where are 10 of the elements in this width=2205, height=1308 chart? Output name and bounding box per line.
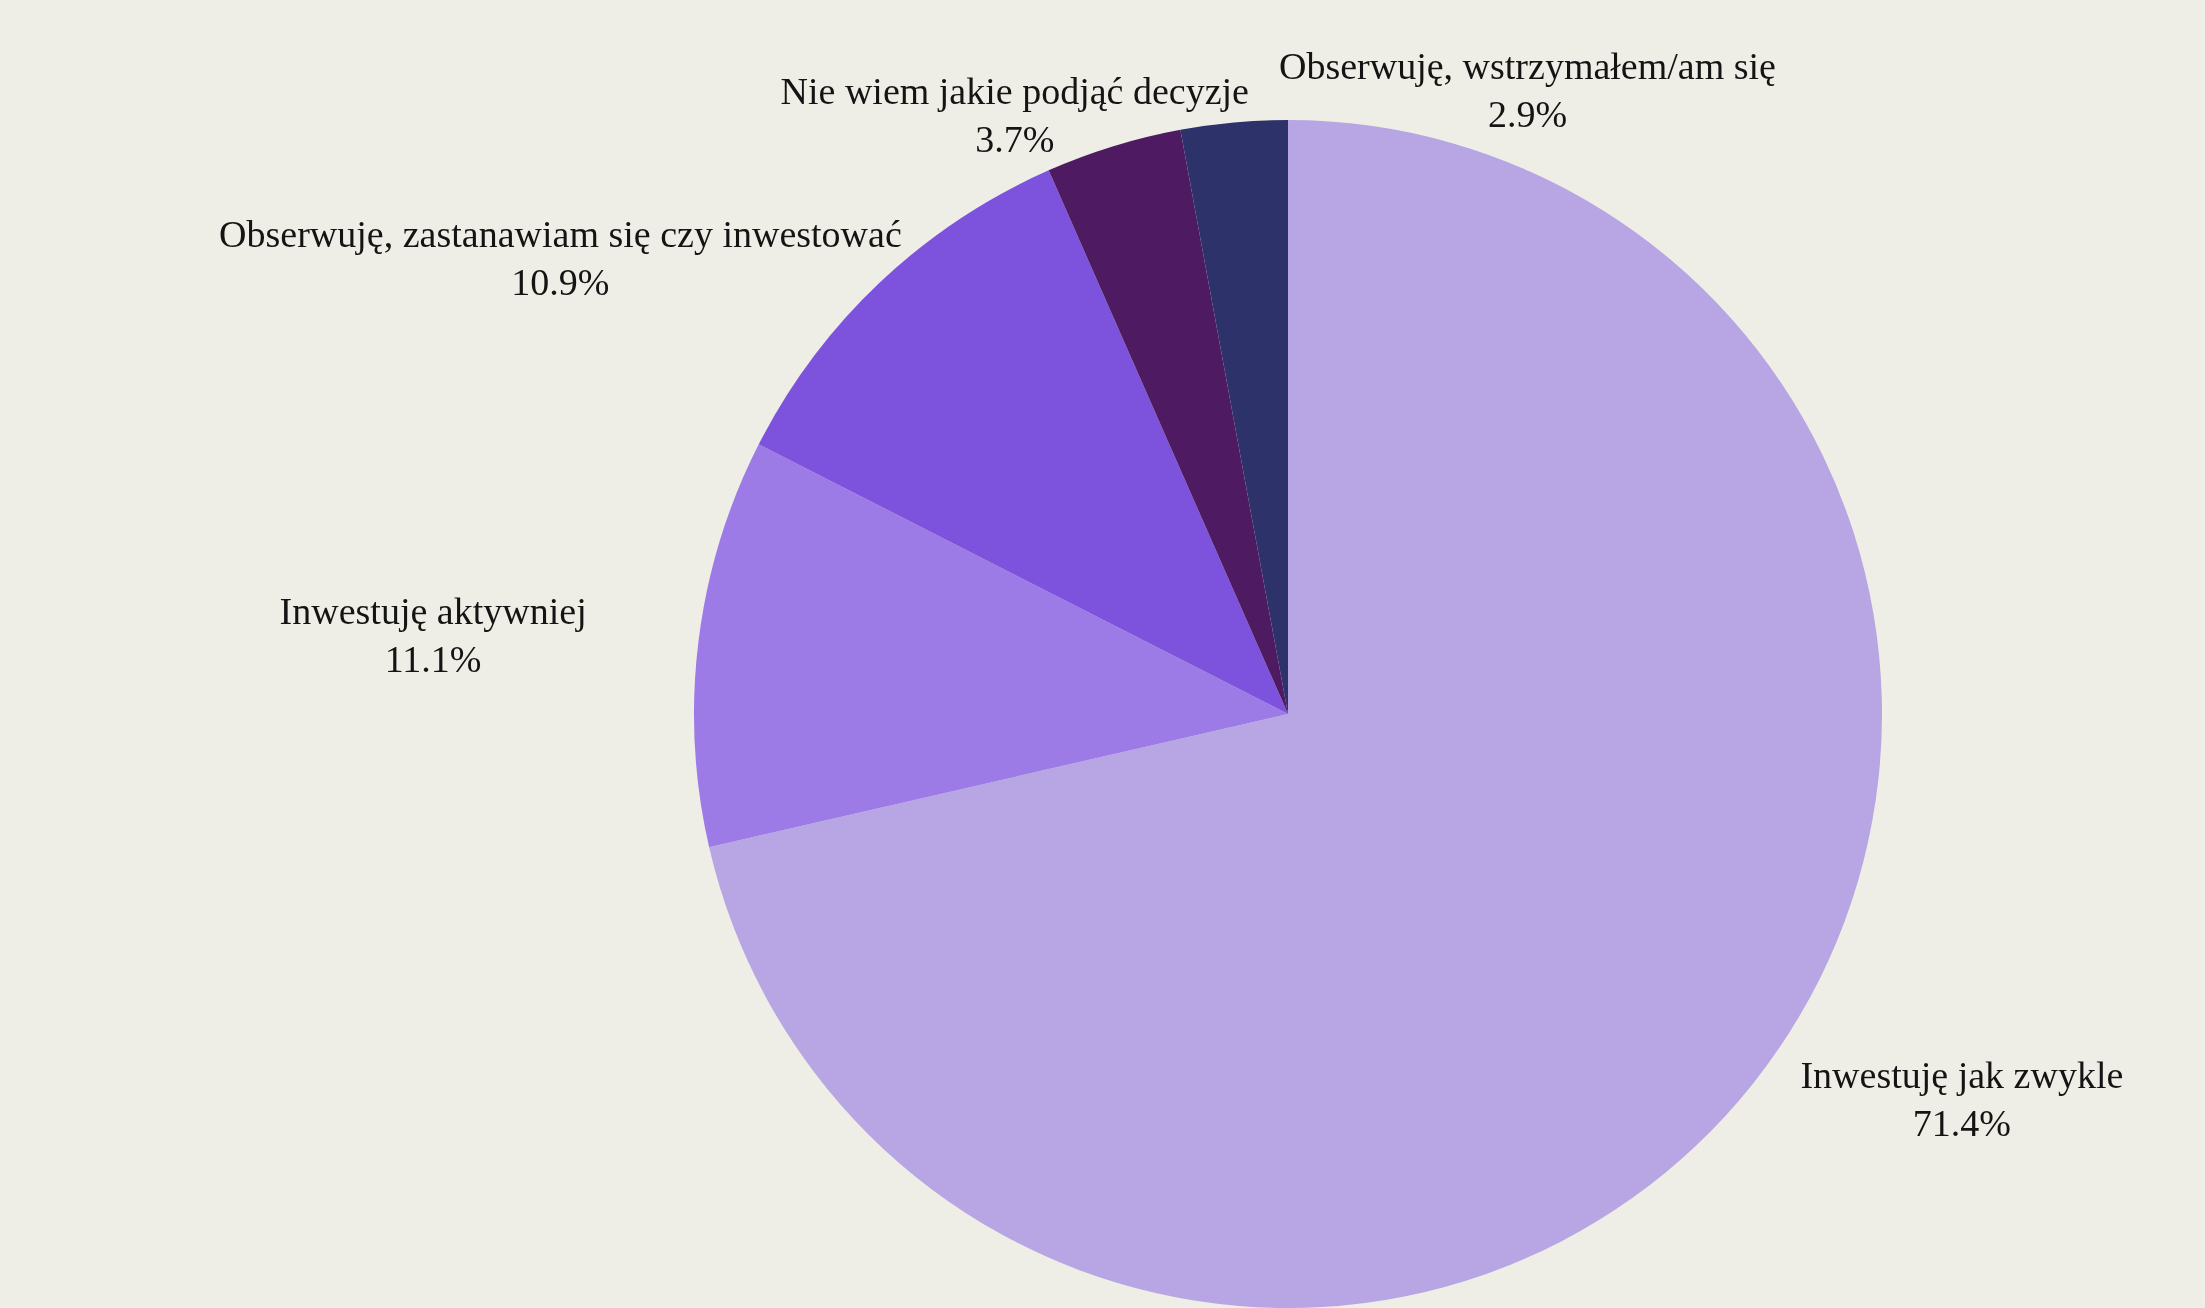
slice-label: Inwestuję aktywniej (279, 589, 587, 632)
slice-label: Obserwuję, wstrzymałem/am się (1278, 44, 1776, 87)
slice-label: Obserwuję, zastanawiam się czy inwestować (219, 212, 902, 255)
data-label: 11.1% (384, 637, 482, 680)
slice-label: Inwestuję jak zwykle (1800, 1054, 2124, 1097)
data-label: 2.9% (1487, 92, 1568, 135)
data-label: 71.4% (1912, 1102, 2011, 1145)
data-label: 3.7% (975, 117, 1055, 160)
data-label: 10.9% (511, 260, 610, 303)
slice-label: Nie wiem jakie podjąć decyzje (780, 69, 1249, 112)
